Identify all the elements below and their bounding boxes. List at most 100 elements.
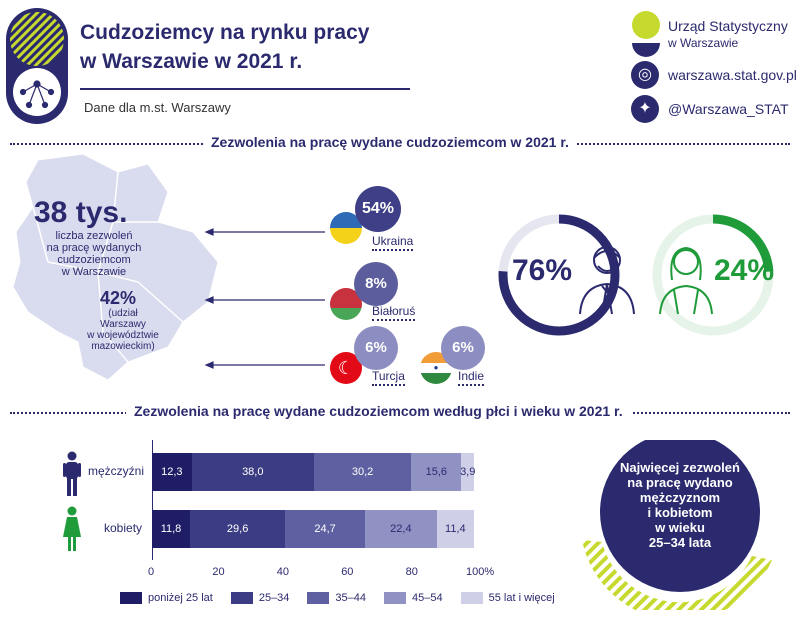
section2-title: Zezwolenia na pracę wydane cudzoziemcom … xyxy=(126,403,631,419)
legend-swatch xyxy=(120,592,142,604)
belarus-flag-icon xyxy=(330,288,362,320)
twitter-icon: ✦ xyxy=(631,95,659,123)
stat-office-logo-icon xyxy=(628,10,664,58)
country-name-ukraina: Ukraina xyxy=(372,234,414,251)
note-line: 25–34 lata xyxy=(648,535,712,550)
legend-swatch xyxy=(384,592,407,604)
bar-label-women: kobiety xyxy=(104,521,143,535)
share-desc-line: mazowieckim) xyxy=(91,341,155,352)
country-pct-ukraina: 54% xyxy=(355,186,401,232)
x-axis-ticks: 0 20 40 60 80 100% xyxy=(148,566,494,580)
total-desc-line: na pracę wydanych xyxy=(46,242,142,254)
page-subtitle: Dane dla m.st. Warszawy xyxy=(84,100,231,115)
people-network-icon xyxy=(6,8,68,124)
stacked-bar-chart: 12,3 38,0 30,2 15,6 3,9 11,8 29,6 24,7 22,4 11,4 xyxy=(152,440,475,570)
man-icon xyxy=(579,246,635,315)
person-woman-icon xyxy=(63,506,81,551)
share-desc: (udział Warszawy w województwie mazowiec… xyxy=(74,308,172,352)
share-value: 42% xyxy=(100,288,137,308)
men-share-ring xyxy=(498,214,620,336)
globe-icon: ◎ xyxy=(631,61,659,89)
country-pct-turcja: 6% xyxy=(354,326,398,370)
legend-swatch xyxy=(460,592,483,604)
bar-segment-women-1: 29,6 xyxy=(189,510,286,548)
total-permits-desc: liczba zezwoleń na pracę wydanych cudzoz… xyxy=(34,230,154,278)
stat-office-name: Urząd Statystyczny w Warszawie xyxy=(668,18,788,52)
legend-item: 35–44 xyxy=(307,592,366,604)
total-desc-line: cudzoziemcom xyxy=(57,254,131,266)
total-permits-value: 38 tys. xyxy=(34,196,128,229)
country-pct-indie: 6% xyxy=(441,326,485,370)
bar-segment-men-3: 15,6 xyxy=(411,453,462,491)
stat-office-name-line2: w Warszawie xyxy=(668,36,739,50)
woman-icon xyxy=(659,246,713,315)
bar-men: 12,3 38,0 30,2 15,6 3,9 xyxy=(152,453,475,491)
bar-segment-women-2: 24,7 xyxy=(285,510,365,548)
bar-segment-men-4: 3,9 xyxy=(460,453,475,491)
women-pct: 24% xyxy=(714,254,775,287)
legend-label: 55 lat i więcej xyxy=(488,592,555,604)
note-line: Najwięcej zezwoleń xyxy=(620,460,740,475)
total-desc-line: liczba zezwoleń xyxy=(55,230,133,242)
share-desc-line: w województwie xyxy=(87,330,159,341)
legend-label: 35–44 xyxy=(335,592,367,604)
stat-office-name-line1: Urząd Statystyczny xyxy=(668,18,788,34)
india-flag-icon: ● xyxy=(420,352,452,384)
x-axis-line xyxy=(152,440,153,560)
ukraine-flag-icon xyxy=(330,212,362,244)
country-arrows xyxy=(204,228,325,369)
person-man-icon xyxy=(63,451,81,496)
legend-item: 45–54 xyxy=(384,592,443,604)
x-tick-label: 100% xyxy=(466,566,495,578)
note-line: na pracę wydano xyxy=(627,475,733,490)
legend-label: 25–34 xyxy=(258,592,290,604)
note-line: w wieku xyxy=(655,520,705,535)
twitter-handle[interactable]: @Warszawa_STAT xyxy=(668,101,789,117)
men-share-arc xyxy=(498,214,620,336)
total-desc-line: w Warszawie xyxy=(61,266,127,278)
title-line-1: Cudzoziemcy na rynku pracy xyxy=(80,21,370,44)
note-line: i kobietom xyxy=(647,505,713,520)
bar-women: 11,8 29,6 24,7 22,4 11,4 xyxy=(152,510,474,548)
x-tick-label: 0 xyxy=(148,566,155,578)
x-tick-label: 80 xyxy=(405,566,418,578)
note-text: Najwięcej zezwoleń na pracę wydano mężcz… xyxy=(600,460,760,550)
bar-segment-men-0: 12,3 xyxy=(152,453,192,491)
legend-swatch xyxy=(307,592,330,604)
women-share-ring xyxy=(652,214,774,336)
men-pct: 76% xyxy=(512,254,573,287)
x-tick-label: 60 xyxy=(341,566,354,578)
legend-item: 55 lat i więcej xyxy=(460,592,555,604)
bar-segment-men-2: 30,2 xyxy=(313,453,412,491)
title-underline xyxy=(80,88,410,90)
bar-segment-women-4: 11,4 xyxy=(436,510,474,548)
share-desc-line: (udział xyxy=(108,308,138,319)
note-line: mężczyznom xyxy=(639,490,721,505)
x-tick-label: 20 xyxy=(212,566,225,578)
chart-legend: poniżej 25 lat 25–34 35–44 45–54 55 lat i wi… xyxy=(120,592,555,604)
bar-segment-men-1: 38,0 xyxy=(191,453,314,491)
x-tick-label: 40 xyxy=(276,566,290,578)
website-link[interactable]: warszawa.stat.gov.pl xyxy=(668,67,797,83)
legend-item: poniżej 25 lat xyxy=(120,592,213,604)
country-name-bialorus: Białoruś xyxy=(372,304,416,321)
legend-label: 45–54 xyxy=(412,592,443,604)
country-pct-bialorus: 8% xyxy=(354,262,398,306)
share-desc-line: Warszawy xyxy=(100,319,146,330)
legend-label: poniżej 25 lat xyxy=(148,592,213,604)
note-decoration xyxy=(582,440,772,610)
women-share-arc xyxy=(652,214,774,336)
bar-segment-women-0: 11,8 xyxy=(152,510,190,548)
legend-swatch xyxy=(230,592,253,604)
title-line-2: w Warszawie w 2021 r. xyxy=(80,50,303,73)
header-graphic xyxy=(6,8,68,124)
country-name-turcja: Turcja xyxy=(372,369,405,386)
page-title: Cudzoziemcy na rynku pracy w Warszawie w… xyxy=(80,18,369,76)
country-name-indie: Indie xyxy=(458,369,485,386)
bar-segment-women-3: 22,4 xyxy=(364,510,437,548)
bar-label-men: mężczyźni xyxy=(88,464,145,478)
section1-title: Zezwolenia na pracę wydane cudzoziemcom … xyxy=(203,134,577,150)
turkey-flag-icon: ☾ xyxy=(330,352,362,384)
legend-item: 25–34 xyxy=(230,592,290,604)
warsaw-map xyxy=(8,152,228,382)
